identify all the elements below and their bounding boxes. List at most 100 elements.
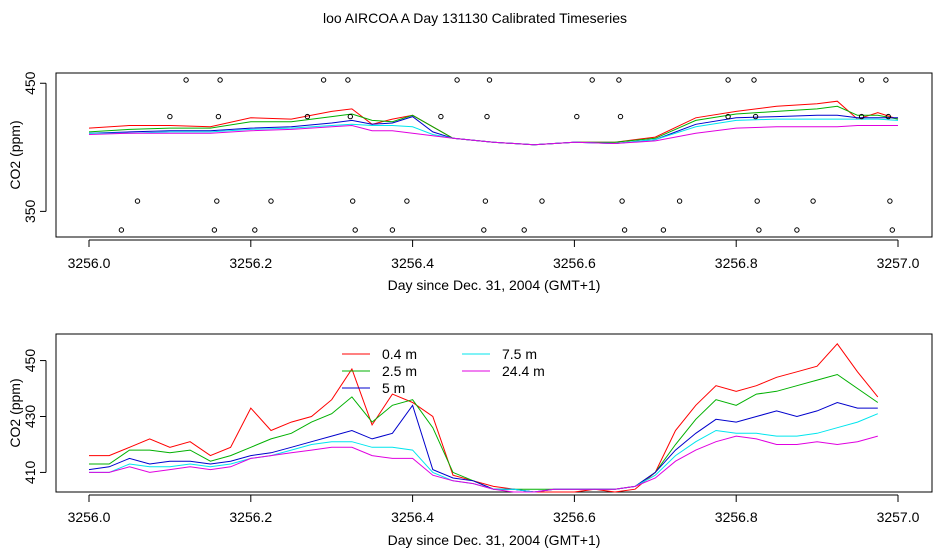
- top-data-point: [404, 198, 410, 204]
- top-data-point: [539, 198, 545, 204]
- top-data-point: [214, 198, 220, 204]
- top-series-line-7-5-m: [89, 118, 899, 146]
- top-x-tick-label: 3256.8: [715, 255, 758, 271]
- top-data-point: [883, 77, 889, 83]
- top-plot-frame: [55, 72, 933, 238]
- bottom-y-axis: 410 430 450: [22, 349, 47, 485]
- top-panel: 3256.0 3256.2 3256.4 3256.6 3256.8 3257.0 350…: [7, 71, 933, 293]
- top-data-point: [521, 227, 527, 233]
- top-data-point: [810, 198, 816, 204]
- top-data-point: [320, 77, 327, 83]
- legend-label: 7.5 m: [502, 346, 537, 362]
- top-data-point: [215, 113, 222, 120]
- top-data-point: [211, 227, 218, 233]
- top-data-point: [752, 113, 759, 120]
- legend-label: 0.4 m: [382, 346, 417, 362]
- top-y-tick-label: 450: [22, 71, 38, 95]
- bottom-y-tick-label: 450: [22, 349, 38, 373]
- top-data-point: [118, 227, 125, 233]
- legend-item-0-4-m: 0.4 m: [342, 346, 417, 362]
- top-series-line-2-5-m: [88, 105, 899, 146]
- legend-label: 5 m: [382, 380, 405, 396]
- top-data-point: [676, 198, 683, 204]
- top-data-point: [889, 227, 895, 233]
- legend-item-24-4-m: 24.4 m: [462, 363, 545, 379]
- top-x-tick-label: 3257.0: [877, 255, 920, 271]
- bottom-plot-frame: [55, 333, 933, 493]
- bottom-series-line-0-4-m: [89, 343, 879, 493]
- bottom-series-line-7-5-m: [89, 413, 878, 493]
- top-data-point: [794, 227, 800, 233]
- bottom-x-label: Day since Dec. 31, 2004 (GMT+1): [388, 532, 601, 548]
- top-points-layer: [118, 77, 895, 233]
- top-x-tick-label: 3256.0: [68, 255, 111, 271]
- top-data-point: [616, 77, 622, 83]
- bottom-y-tick-label: 430: [22, 405, 38, 429]
- top-data-point: [725, 77, 731, 83]
- top-data-point: [481, 227, 487, 233]
- bottom-x-tick-label: 3256.2: [229, 509, 272, 525]
- bottom-x-axis: 3256.0 3256.2 3256.4 3256.6 3256.8 3257.0: [68, 494, 920, 525]
- top-data-point: [352, 227, 358, 233]
- legend-label: 24.4 m: [502, 363, 545, 379]
- bottom-series-layer: [88, 343, 879, 493]
- top-x-tick-label: 3256.4: [391, 255, 434, 271]
- top-x-tick-label: 3256.6: [553, 255, 596, 271]
- bottom-series-line-5-m: [88, 401, 878, 493]
- top-data-point: [389, 227, 396, 233]
- legend-item-7-5-m: 7.5 m: [462, 346, 537, 362]
- top-data-point: [619, 198, 625, 204]
- top-data-point: [756, 227, 762, 233]
- top-y-axis: 350 450: [22, 71, 47, 223]
- top-data-point: [345, 77, 351, 83]
- bottom-y-label: CO2 (ppm): [7, 378, 23, 447]
- top-series-layer: [88, 100, 899, 146]
- top-series-line-0-4-m: [88, 100, 899, 146]
- top-data-point: [134, 198, 141, 204]
- top-x-tick-label: 3256.2: [229, 255, 272, 271]
- top-data-point: [217, 77, 223, 83]
- top-data-point: [304, 113, 311, 120]
- top-data-point: [350, 198, 356, 204]
- bottom-series-line-2-5-m: [89, 373, 879, 490]
- top-x-label: Day since Dec. 31, 2004 (GMT+1): [388, 277, 601, 293]
- legend: 0.4 m2.5 m5 m 7.5 m24.4 m: [342, 346, 545, 396]
- bottom-x-tick-label: 3256.8: [715, 509, 758, 525]
- top-data-point: [754, 198, 760, 204]
- top-data-point: [482, 198, 489, 204]
- top-data-point: [268, 198, 274, 204]
- top-data-point: [660, 227, 667, 233]
- top-data-point: [589, 77, 595, 83]
- top-x-axis: 3256.0 3256.2 3256.4 3256.6 3256.8 3257.0: [68, 239, 920, 271]
- bottom-x-tick-label: 3256.6: [553, 509, 596, 525]
- bottom-series-line-24-4-m: [89, 435, 878, 493]
- top-data-point: [621, 227, 628, 233]
- top-data-point: [617, 113, 624, 120]
- bottom-panel: 3256.0 3256.2 3256.4 3256.6 3256.8 3257.0 410…: [7, 333, 933, 548]
- legend-item-5-m: 5 m: [342, 380, 405, 396]
- top-data-point: [887, 198, 893, 204]
- top-series-line-5-m: [88, 114, 898, 146]
- top-data-point: [858, 113, 865, 120]
- page-title: loo AIRCOA A Day 131130 Calibrated Times…: [322, 10, 627, 26]
- top-data-point: [486, 77, 493, 83]
- top-data-point: [885, 113, 891, 120]
- bottom-x-tick-label: 3256.0: [68, 509, 111, 525]
- bottom-x-tick-label: 3257.0: [877, 509, 920, 525]
- legend-label: 2.5 m: [382, 363, 417, 379]
- top-series-line-24-4-m: [88, 124, 898, 146]
- legend-item-2-5-m: 2.5 m: [342, 363, 417, 379]
- top-data-point: [751, 77, 757, 83]
- top-data-point: [574, 113, 580, 120]
- top-data-point: [347, 113, 353, 120]
- top-data-point: [725, 113, 731, 120]
- top-data-point: [484, 113, 490, 120]
- top-y-label: CO2 (ppm): [7, 120, 23, 189]
- bottom-x-tick-label: 3256.4: [391, 509, 434, 525]
- top-data-point: [858, 77, 865, 83]
- top-data-point: [454, 77, 460, 83]
- bottom-y-tick-label: 410: [22, 461, 38, 485]
- top-data-point: [183, 77, 189, 83]
- top-data-point: [252, 227, 258, 233]
